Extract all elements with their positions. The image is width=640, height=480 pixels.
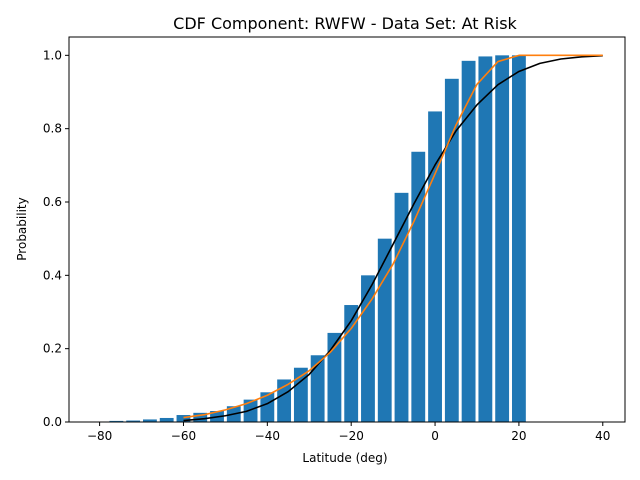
bar bbox=[411, 151, 426, 422]
y-tick-label: 0.4 bbox=[43, 268, 62, 282]
bar bbox=[394, 192, 409, 422]
bar bbox=[310, 355, 325, 422]
bar bbox=[495, 55, 510, 422]
bar bbox=[293, 367, 308, 422]
x-tick-label: 0 bbox=[431, 429, 439, 443]
x-tick-label: −20 bbox=[339, 429, 364, 443]
x-tick-label: 20 bbox=[511, 429, 526, 443]
x-tick-label: 40 bbox=[595, 429, 610, 443]
y-tick-label: 0.8 bbox=[43, 122, 62, 136]
bar bbox=[478, 56, 493, 422]
chart-title: CDF Component: RWFW - Data Set: At Risk bbox=[173, 14, 517, 33]
x-axis-label: Latitude (deg) bbox=[302, 451, 387, 465]
bar bbox=[327, 332, 342, 422]
bar bbox=[193, 412, 208, 422]
bar bbox=[344, 305, 359, 422]
bar bbox=[444, 78, 459, 423]
plot-area bbox=[92, 54, 603, 423]
bar bbox=[143, 419, 157, 422]
bar bbox=[260, 392, 275, 422]
y-tick-label: 0.2 bbox=[43, 342, 62, 356]
cdf-line-black bbox=[183, 54, 603, 422]
bar bbox=[109, 420, 124, 422]
x-tick-label: −80 bbox=[87, 429, 112, 443]
x-tick-label: −60 bbox=[171, 429, 196, 443]
bar bbox=[461, 60, 476, 422]
bar bbox=[159, 417, 174, 422]
y-tick-label: 1.0 bbox=[43, 48, 62, 62]
bar bbox=[277, 379, 292, 422]
y-tick-label: 0.6 bbox=[43, 195, 62, 209]
y-tick-label: 0.0 bbox=[43, 415, 62, 429]
y-axis-label: Probability bbox=[15, 197, 29, 260]
x-axis: −80 −60 −40 −20 0 20 40 bbox=[87, 422, 610, 443]
bar bbox=[126, 420, 141, 422]
bar bbox=[243, 399, 258, 422]
bar bbox=[176, 415, 191, 422]
bar bbox=[361, 275, 375, 422]
x-tick-label: −40 bbox=[255, 429, 280, 443]
bar bbox=[428, 111, 442, 422]
plot-frame bbox=[68, 36, 626, 423]
bar bbox=[377, 238, 392, 422]
cdf-line-orange bbox=[183, 54, 603, 419]
bar bbox=[511, 55, 526, 422]
y-axis: 0.0 0.2 0.4 0.6 0.8 1.0 bbox=[43, 48, 69, 429]
